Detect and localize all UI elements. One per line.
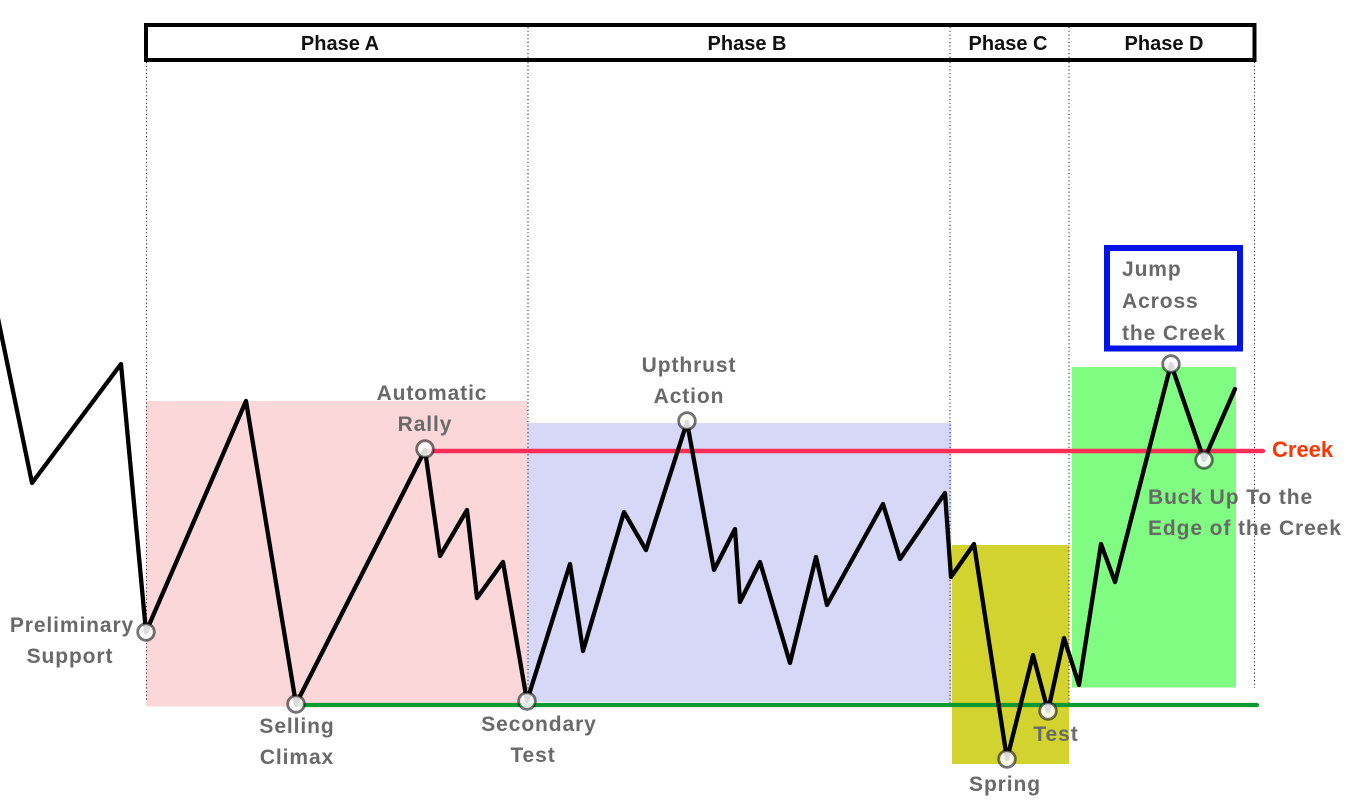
svg-text:Creek: Creek xyxy=(1272,437,1334,462)
svg-text:Across: Across xyxy=(1122,290,1199,313)
svg-text:Automatic: Automatic xyxy=(377,382,488,405)
svg-text:Phase B: Phase B xyxy=(708,33,787,55)
svg-text:Phase C: Phase C xyxy=(969,33,1048,55)
svg-text:Preliminary: Preliminary xyxy=(10,614,134,637)
svg-text:Test: Test xyxy=(510,744,555,767)
svg-text:Test: Test xyxy=(1033,723,1078,746)
svg-text:Secondary: Secondary xyxy=(481,713,596,736)
svg-text:Action: Action xyxy=(654,385,725,408)
svg-text:Upthrust: Upthrust xyxy=(642,354,737,377)
svg-text:Buck Up To the: Buck Up To the xyxy=(1148,486,1313,509)
svg-text:Jump: Jump xyxy=(1122,258,1182,281)
svg-text:Phase A: Phase A xyxy=(301,33,379,55)
svg-text:Edge of the Creek: Edge of the Creek xyxy=(1148,517,1342,540)
svg-text:Support: Support xyxy=(27,645,114,668)
svg-text:Climax: Climax xyxy=(260,746,334,769)
svg-text:Spring: Spring xyxy=(969,773,1041,796)
svg-text:the Creek: the Creek xyxy=(1122,322,1226,345)
svg-text:Rally: Rally xyxy=(398,413,453,436)
svg-text:Phase D: Phase D xyxy=(1125,33,1204,55)
svg-text:Selling: Selling xyxy=(259,715,334,738)
